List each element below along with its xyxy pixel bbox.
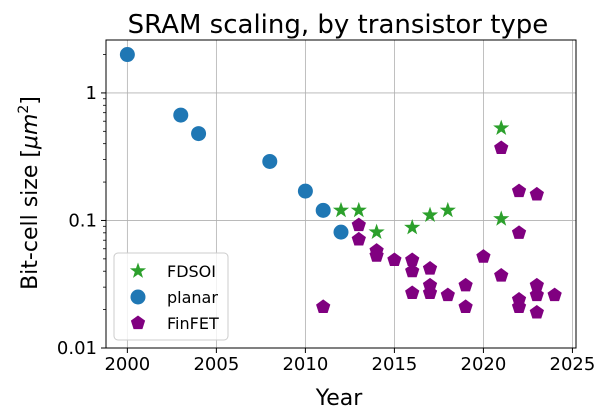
finfet-point [351,231,366,246]
fdsoi-point [368,223,385,240]
x-tick-label: 2020 [461,354,507,375]
legend-label-planar: planar [167,288,218,307]
finfet-point [405,252,420,267]
finfet-point [511,183,527,198]
finfet-point [511,225,527,239]
x-tick-label: 2015 [372,354,418,375]
planar-point [119,47,135,63]
legend-label-finfet: FinFET [167,314,219,333]
data-points [119,47,562,319]
legend-marker-finfet [130,315,146,330]
y-axis-label: Bit-cell size [μm2] [16,96,43,290]
finfet-point [529,304,544,319]
x-tick-label: 2025 [550,354,596,375]
y-axis-ticks: 1 0.1 0.01 [57,54,106,359]
x-axis-ticks: 2000 2005 2010 2015 2020 2025 [104,348,595,375]
finfet-point [422,285,438,300]
planar-point [262,153,278,169]
finfet-point [440,287,455,302]
finfet-point [494,140,509,155]
y-tick-label: 0.1 [68,210,97,231]
finfet-point [458,299,473,313]
finfet-point [476,249,491,263]
finfet-point [369,248,384,262]
fdsoi-point [350,201,367,218]
plot-frame [105,39,577,349]
planar-point [191,126,207,142]
finfet-point [458,277,473,292]
legend-label-fdsoi: FDSOI [167,262,216,281]
planar-point [173,107,189,123]
planar-point [297,183,313,199]
finfet-point [529,186,544,201]
finfet-point [511,299,527,313]
legend-marker-fdsoi [129,262,147,278]
finfet-point [405,285,420,300]
finfet-point [405,263,420,278]
fdsoi-point [493,119,510,135]
legend-box [113,252,229,341]
fdsoi-point [404,219,421,235]
fdsoi-point [439,201,456,218]
fdsoi-point [493,210,510,226]
chart-title: SRAM scaling, by transistor type [128,10,549,40]
legend: FDSOI planar FinFET [113,252,229,341]
fdsoi-point [421,206,439,223]
finfet-point [529,287,544,302]
x-axis-label: Year [315,386,364,411]
planar-point [315,202,331,218]
finfet-point [351,217,366,232]
y-tick-label: 1 [86,83,97,104]
finfet-point [316,299,331,313]
finfet-point [422,277,438,292]
y-tick-label: 0.01 [57,338,97,359]
finfet-point [547,287,562,302]
finfet-point [387,252,402,267]
finfet-point [529,277,544,292]
x-tick-label: 2005 [193,354,239,375]
x-tick-label: 2000 [104,354,150,375]
planar-point [333,224,349,240]
finfet-point [494,268,509,282]
fdsoi-point [332,201,350,218]
finfet-point [422,261,438,275]
x-tick-label: 2010 [282,354,328,375]
legend-marker-planar [130,289,146,305]
